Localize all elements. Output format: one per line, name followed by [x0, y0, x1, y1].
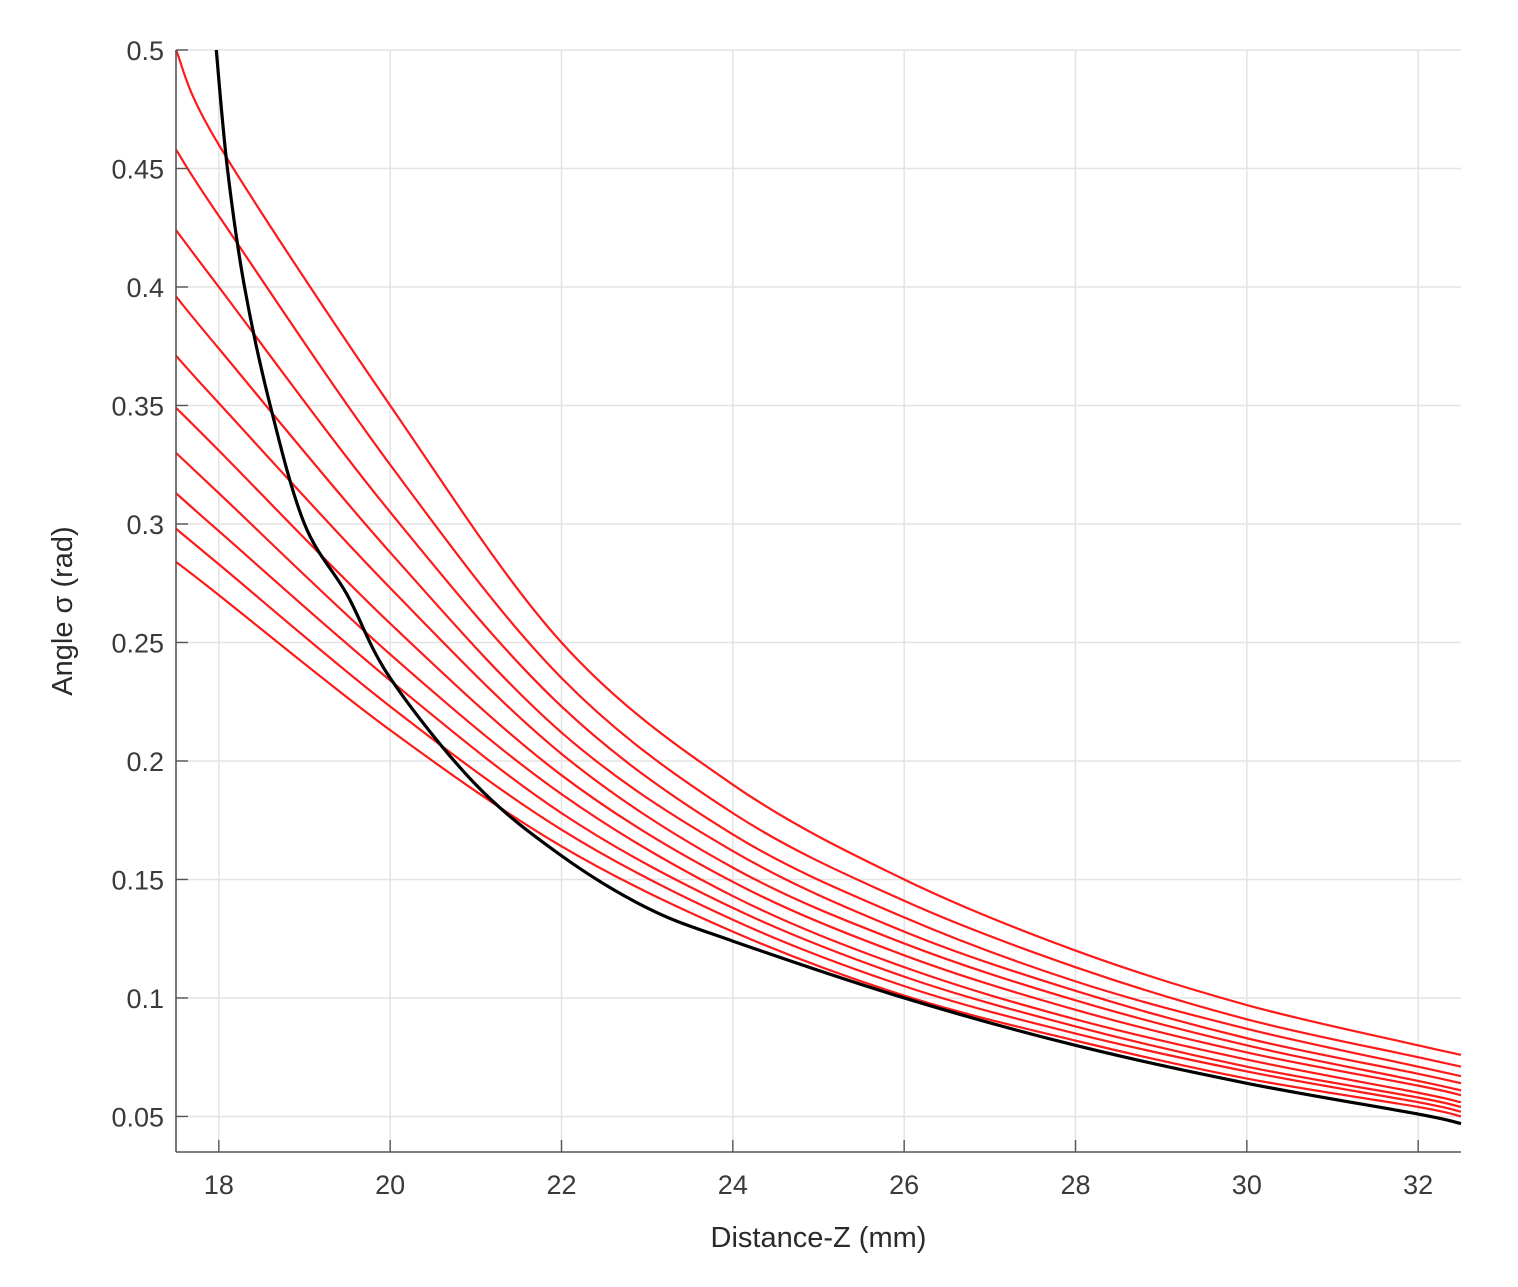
red-series-line-4: [175, 295, 1462, 1085]
y-tick-label-4: 0.25: [111, 628, 164, 658]
x-tick-label-2: 22: [546, 1170, 576, 1200]
y-tick-label-1: 0.1: [126, 984, 164, 1014]
red-series-line-1: [174, 49, 1462, 1056]
y-tick-label-9: 0.5: [126, 36, 164, 66]
x-tick-label-6: 30: [1232, 1170, 1262, 1200]
x-tick-label-1: 20: [375, 1170, 405, 1200]
y-tick-label-5: 0.3: [126, 510, 164, 540]
x-tick-label-0: 18: [204, 1170, 234, 1200]
y-tick-label-7: 0.4: [126, 273, 164, 303]
y-tick-label-3: 0.2: [126, 747, 164, 777]
red-series-line-3: [175, 229, 1462, 1078]
red-series-line-6: [175, 407, 1462, 1097]
x-ticks: 18 20 22 24 26 28 30 32: [204, 1140, 1433, 1200]
y-tick-label-8: 0.45: [111, 154, 164, 184]
y-tick-label-6: 0.35: [111, 391, 164, 421]
x-tick-label-5: 28: [1060, 1170, 1090, 1200]
red-series-line-7: [175, 452, 1462, 1104]
y-tick-label-2: 0.15: [111, 865, 164, 895]
red-series-line-2: [175, 148, 1462, 1068]
x-tick-label-4: 26: [889, 1170, 919, 1200]
red-series-line-8: [175, 492, 1462, 1109]
red-series-line-10: [175, 561, 1462, 1118]
x-tick-label-7: 32: [1403, 1170, 1433, 1200]
red-series-line-5: [175, 354, 1462, 1092]
axes: [175, 50, 1461, 1153]
black-series-line: [214, 49, 1462, 1126]
x-axis-label: Distance-Z (mm): [711, 1222, 927, 1254]
red-series-line-9: [175, 527, 1462, 1113]
series-group: [174, 49, 1462, 1126]
x-tick-label-3: 24: [718, 1170, 748, 1200]
grid: [176, 49, 1461, 1152]
y-ticks: 0.05 0.1 0.15 0.2 0.25 0.3 0.35 0.4 0.45 0.5: [111, 36, 188, 1132]
y-tick-label-0: 0.05: [111, 1102, 164, 1132]
y-axis-label: Angle σ (rad): [47, 526, 79, 695]
